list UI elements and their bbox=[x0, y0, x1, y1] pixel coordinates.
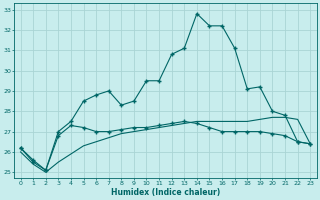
X-axis label: Humidex (Indice chaleur): Humidex (Indice chaleur) bbox=[111, 188, 220, 197]
